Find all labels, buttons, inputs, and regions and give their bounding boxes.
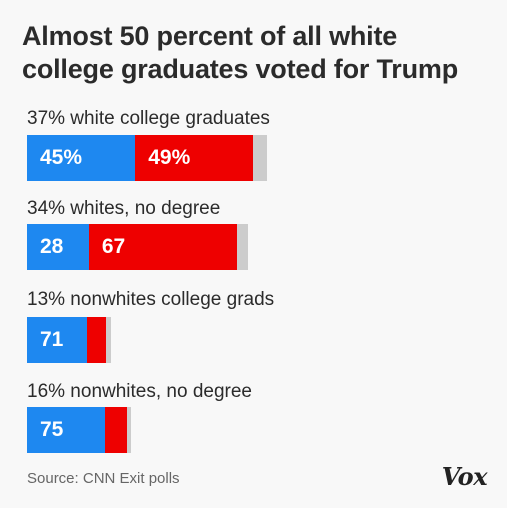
- group-label: 13% nonwhites college grads: [27, 289, 275, 310]
- source-note: Source: CNN Exit polls: [27, 470, 180, 487]
- bar-segment-clinton: [27, 224, 89, 270]
- data-label: 45%: [40, 146, 83, 169]
- vox-logo: Vox: [441, 462, 488, 491]
- bar-segment-other: [236, 224, 248, 270]
- bar-segment-trump: [88, 224, 237, 270]
- bar-segment-trump: [135, 135, 254, 181]
- bar-row: 75: [27, 407, 131, 453]
- bar-segment-other: [106, 317, 112, 363]
- bar-segment-trump: [105, 407, 127, 453]
- group-label: 34% whites, no degree: [27, 198, 221, 219]
- bar-segment-clinton: [27, 317, 87, 363]
- chart-title: Almost 50 percent of all white college g…: [22, 21, 458, 84]
- bar-row: 71: [27, 317, 112, 363]
- group-label: 37% white college graduates: [27, 108, 270, 129]
- data-label: 49%: [148, 146, 191, 169]
- data-label: 28: [40, 235, 64, 258]
- bar-segment-trump: [86, 317, 107, 363]
- data-label: 67: [101, 235, 126, 258]
- group-label: 16% nonwhites, no degree: [27, 381, 252, 402]
- bar-segment-clinton: [27, 407, 105, 453]
- data-label: 75: [40, 418, 64, 441]
- bar-segment-other: [126, 407, 131, 453]
- data-label: 71: [40, 328, 64, 351]
- bar-segment-clinton: [27, 135, 136, 181]
- bar-segment-other: [253, 135, 268, 181]
- bar-row: 45% 49%: [27, 135, 268, 181]
- bar-row: 28 67: [27, 224, 248, 270]
